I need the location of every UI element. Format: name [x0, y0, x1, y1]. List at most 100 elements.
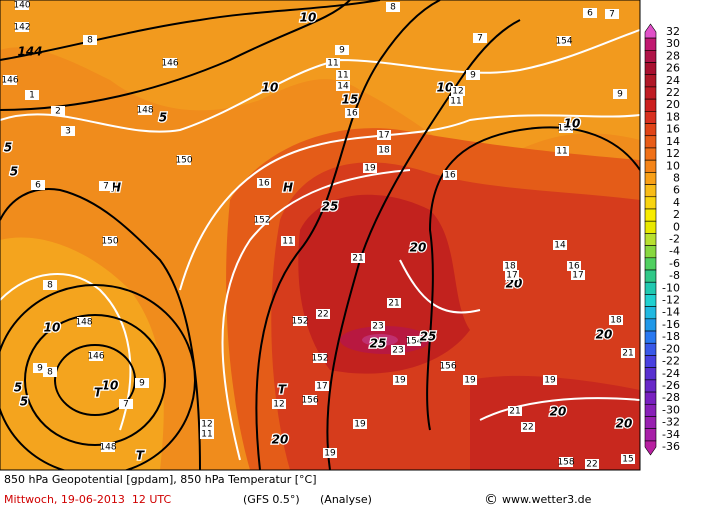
contour-label: 20 — [616, 417, 633, 431]
contour-label: 20 — [410, 241, 427, 255]
value-label: 156 — [439, 362, 456, 372]
label-box — [33, 363, 47, 373]
value-label: 11 — [556, 147, 567, 157]
label-box — [177, 155, 191, 165]
colorbar-cell — [644, 233, 657, 246]
value-label: 14 — [337, 82, 349, 92]
value-label: 14 — [554, 241, 566, 251]
colorbar-label: -10 — [662, 281, 680, 294]
footer-model: (GFS 0.5°) — [243, 493, 300, 506]
value-label: 12 — [201, 420, 212, 430]
value-label: 1 — [29, 91, 35, 101]
value-label: 152 — [253, 216, 270, 226]
colorbar-label: -8 — [669, 269, 680, 282]
label-box — [77, 317, 91, 327]
value-label: 8 — [47, 368, 53, 378]
value-label: 11 — [282, 237, 293, 247]
value-label: 156 — [557, 124, 574, 134]
colorbar-cell — [644, 428, 657, 442]
label-box — [609, 315, 623, 325]
label-box — [463, 375, 477, 385]
label-box — [15, 0, 29, 10]
value-label: 6 — [587, 9, 593, 19]
colorbar-label: 18 — [666, 110, 680, 123]
colorbar-cell — [644, 74, 657, 88]
colorbar-cell — [644, 184, 657, 198]
label-box — [555, 146, 569, 156]
colorbar-label: -18 — [662, 330, 680, 343]
value-label: 16 — [444, 171, 456, 181]
colorbar-cell — [644, 269, 657, 283]
value-label: 19 — [464, 376, 476, 386]
value-label: 9 — [617, 90, 623, 100]
value-label: 150 — [101, 237, 118, 247]
value-label: 9 — [470, 71, 476, 81]
value-label: 7 — [609, 10, 615, 20]
contour-label: 25 — [420, 330, 437, 344]
colorbar-cell — [644, 37, 657, 51]
label-box — [257, 178, 271, 188]
value-label: 19 — [364, 164, 376, 174]
label-box — [449, 96, 463, 106]
contour-label: 5 — [14, 381, 22, 395]
label-box — [353, 419, 367, 429]
footer-copyright: © — [484, 492, 498, 508]
value-label: 18 — [504, 262, 516, 272]
value-label: 3 — [65, 127, 71, 137]
label-box — [281, 236, 295, 246]
colorbar-cell — [644, 23, 657, 39]
colorbar-label: -24 — [662, 367, 680, 380]
value-label: 19 — [544, 376, 556, 386]
value-label: 12 — [452, 87, 463, 97]
value-label: 7 — [477, 34, 483, 44]
colorbar-label: -28 — [662, 391, 680, 404]
colorbar-cell — [644, 440, 657, 456]
label-box — [407, 336, 421, 346]
value-label: 9 — [37, 364, 43, 374]
label-box — [345, 108, 359, 118]
colorbar-label: 12 — [666, 147, 680, 160]
value-label: 8 — [47, 281, 53, 291]
value-label: 148 — [75, 318, 92, 328]
value-label: 19 — [354, 420, 366, 430]
contour-label: 15 — [342, 93, 359, 107]
value-label: 152 — [311, 354, 328, 364]
label-box — [391, 345, 405, 355]
contour-label: 25 — [322, 200, 339, 214]
label-box — [466, 70, 480, 80]
label-box — [571, 270, 585, 280]
label-box — [451, 86, 465, 96]
label-box — [553, 240, 567, 250]
label-box — [508, 406, 522, 416]
label-box — [25, 90, 39, 100]
colorbar-cell — [644, 159, 657, 173]
label-box — [335, 45, 349, 55]
colorbar-label: -20 — [662, 342, 680, 355]
value-label: 21 — [622, 349, 633, 359]
colorbar-label: -6 — [669, 257, 680, 270]
colorbar-label: 8 — [673, 171, 680, 184]
value-label: 146 — [161, 59, 178, 69]
label-box — [31, 180, 45, 190]
colorbar-label: 30 — [666, 37, 680, 50]
colorbar-cell — [644, 172, 657, 185]
value-label: 7 — [103, 182, 109, 192]
label-box — [315, 381, 329, 391]
value-label: 11 — [450, 97, 461, 107]
label-box — [135, 378, 149, 388]
contour-label: 5 — [10, 165, 18, 179]
label-box — [583, 8, 597, 18]
label-box — [377, 130, 391, 140]
label-box — [557, 36, 571, 46]
map-labels: 1401421441461461481501501521521521541561… — [1, 0, 635, 470]
label-box — [613, 89, 627, 99]
contour-label: 20 — [596, 328, 613, 342]
colorbar-label: 16 — [666, 123, 680, 136]
colorbar-label: 10 — [666, 159, 680, 172]
footer-date: Mittwoch, 19-06-2013 12 UTC — [4, 493, 171, 506]
label-box — [351, 253, 365, 263]
colorbar-cell — [644, 355, 657, 368]
label-box — [605, 9, 619, 19]
contour-label: T — [94, 386, 103, 400]
